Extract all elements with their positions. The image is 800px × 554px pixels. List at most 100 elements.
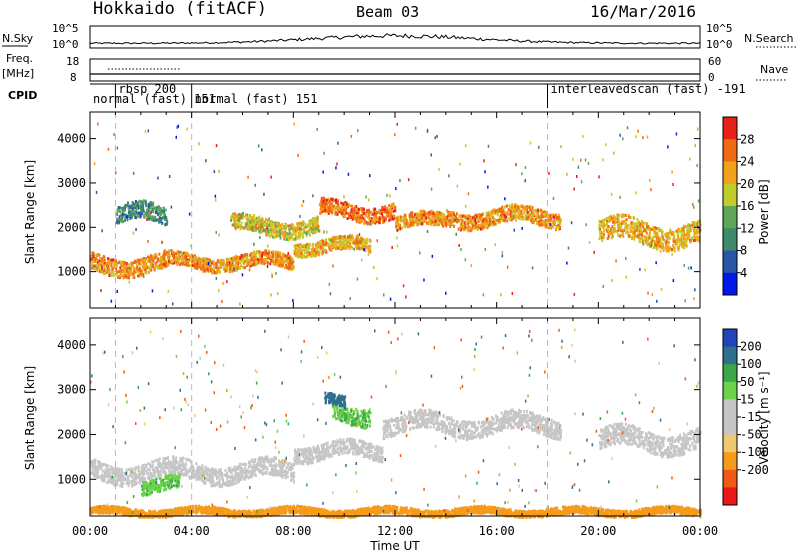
data-cell <box>518 213 521 216</box>
data-cell <box>248 268 251 272</box>
data-cell <box>536 222 538 226</box>
data-cell <box>521 204 524 208</box>
data-cell <box>359 240 362 244</box>
data-cell <box>116 270 118 274</box>
data-cell <box>252 263 255 266</box>
data-cell <box>602 232 605 236</box>
data-cell <box>105 473 108 477</box>
data-cell <box>667 145 669 149</box>
data-cell <box>228 475 231 479</box>
data-cell <box>148 216 151 220</box>
data-cell <box>514 205 516 209</box>
data-cell <box>150 257 153 261</box>
data-cell <box>344 203 347 206</box>
data-cell <box>230 475 233 479</box>
data-cell <box>102 271 105 275</box>
data-cell <box>269 262 272 266</box>
data-cell <box>511 211 514 215</box>
data-cell <box>186 127 188 131</box>
data-cell <box>171 261 174 265</box>
data-cell <box>531 206 534 210</box>
data-cell <box>600 222 603 226</box>
data-cell <box>283 254 285 258</box>
data-cell <box>280 228 283 232</box>
data-cell <box>242 260 245 264</box>
data-cell <box>253 469 256 473</box>
data-cell <box>124 218 126 222</box>
data-cell <box>551 221 554 225</box>
data-cell <box>259 236 261 239</box>
data-cell <box>276 225 279 229</box>
data-cell <box>677 227 680 231</box>
data-cell <box>238 218 241 222</box>
data-cell <box>548 219 551 223</box>
data-cell <box>506 265 509 269</box>
data-cell <box>290 235 293 239</box>
data-cell <box>478 213 481 217</box>
data-cell <box>382 221 384 224</box>
data-cell <box>335 205 338 209</box>
data-cell <box>367 208 370 212</box>
data-cell <box>554 227 557 231</box>
data-cell <box>226 263 229 267</box>
data-cell <box>340 235 343 239</box>
data-cell <box>126 203 129 207</box>
data-cell <box>543 213 546 216</box>
data-cell <box>647 235 650 239</box>
data-cell <box>539 223 542 227</box>
data-cell <box>303 230 306 234</box>
data-cell <box>630 221 633 225</box>
data-cell <box>694 231 697 235</box>
data-cell <box>220 484 223 488</box>
data-cell <box>256 250 259 254</box>
data-cell <box>640 219 643 223</box>
data-cell <box>134 260 137 264</box>
data-cell <box>266 455 269 459</box>
data-cell <box>268 217 270 221</box>
data-cell <box>678 243 681 247</box>
data-cell <box>135 267 138 271</box>
data-cell <box>329 208 332 211</box>
data-cell <box>128 276 131 280</box>
data-cell <box>362 245 365 248</box>
data-cell <box>198 142 200 146</box>
data-cell <box>267 230 270 234</box>
data-cell <box>157 464 160 468</box>
data-cell <box>237 222 240 226</box>
data-cell <box>254 183 256 187</box>
data-cell <box>642 225 645 229</box>
data-cell <box>582 134 584 138</box>
data-cell <box>650 244 652 248</box>
freq-label: Freq. <box>6 52 33 65</box>
data-cell <box>490 210 493 214</box>
data-cell <box>265 233 268 237</box>
data-cell <box>517 205 519 209</box>
data-cell <box>136 206 138 210</box>
data-cell <box>305 251 308 255</box>
data-cell <box>378 217 381 221</box>
data-cell <box>136 262 139 266</box>
data-cell <box>588 241 591 244</box>
data-cell <box>165 264 168 268</box>
data-cell <box>655 233 658 237</box>
data-cell <box>153 216 156 220</box>
data-cell <box>323 205 326 209</box>
data-cell <box>497 220 500 224</box>
data-cell <box>368 210 371 214</box>
data-cell <box>154 261 157 265</box>
data-cell <box>276 251 279 255</box>
data-cell <box>352 216 355 219</box>
data-cell <box>438 221 441 225</box>
data-cell <box>614 218 617 222</box>
data-cell <box>672 183 674 186</box>
data-cell <box>266 252 269 256</box>
data-cell <box>161 216 164 220</box>
data-cell <box>109 260 112 264</box>
data-cell <box>293 252 296 256</box>
data-cell <box>515 214 518 218</box>
data-cell <box>124 213 127 217</box>
data-cell <box>145 270 148 274</box>
data-cell <box>97 466 100 470</box>
data-cell <box>371 218 374 222</box>
data-cell <box>550 219 553 222</box>
